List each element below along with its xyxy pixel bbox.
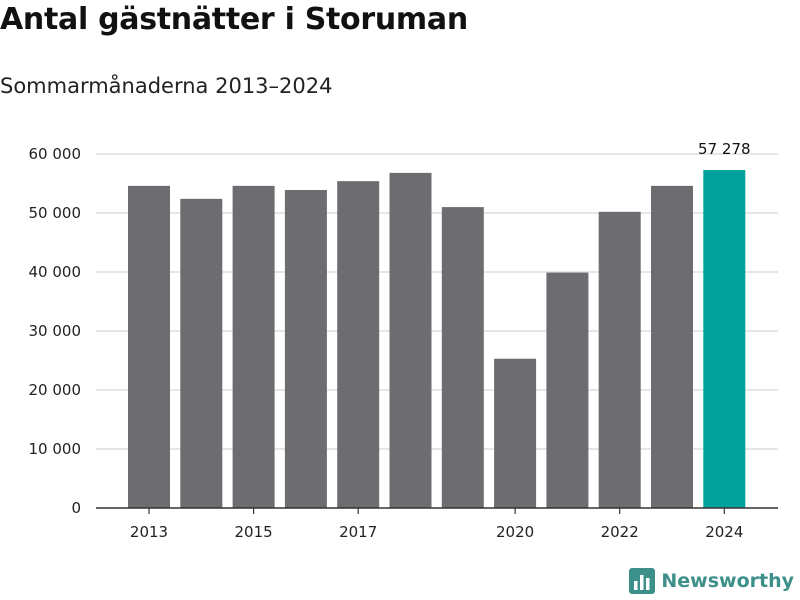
bar-2024 <box>703 170 746 508</box>
bar-2020 <box>494 358 537 508</box>
x-tick-label: 2020 <box>496 523 534 541</box>
axes <box>96 507 778 514</box>
y-tick-label: 0 <box>71 499 81 517</box>
bar-2017 <box>337 181 380 508</box>
data-label: 57 278 <box>698 140 751 158</box>
bar-chart-logo-icon <box>629 568 656 594</box>
bar-2013 <box>128 185 170 509</box>
brand-logo: Newsworthy <box>629 568 794 594</box>
labels: 0 10 000 20 000 30 000 40 000 50 000 60 000 201… <box>29 140 751 541</box>
x-tick-label: 2024 <box>705 523 743 541</box>
y-tick-label: 30 000 <box>29 322 82 340</box>
bar-2021 <box>546 272 589 508</box>
bar-2016 <box>284 189 327 509</box>
chart-title: Antal gästnätter i Storuman <box>0 2 468 37</box>
bar-2019 <box>441 207 484 508</box>
bars <box>128 170 746 509</box>
bar-2018 <box>389 172 432 508</box>
y-tick-label: 50 000 <box>29 204 82 222</box>
x-tick-label: 2022 <box>601 523 639 541</box>
bar-2023 <box>651 185 693 509</box>
y-tick-label: 20 000 <box>29 381 82 399</box>
brand-name: Newsworthy <box>661 570 794 592</box>
bar-2015 <box>232 185 275 509</box>
y-tick-label: 60 000 <box>29 145 82 163</box>
y-tick-label: 10 000 <box>29 440 82 458</box>
x-tick-label: 2013 <box>130 523 168 541</box>
bar-2022 <box>598 211 641 508</box>
y-tick-label: 40 000 <box>29 263 82 281</box>
x-tick-label: 2017 <box>339 523 377 541</box>
bar-2014 <box>180 198 223 508</box>
x-tick-label: 2015 <box>235 523 273 541</box>
chart-subtitle: Sommarmånaderna 2013–2024 <box>0 74 333 98</box>
